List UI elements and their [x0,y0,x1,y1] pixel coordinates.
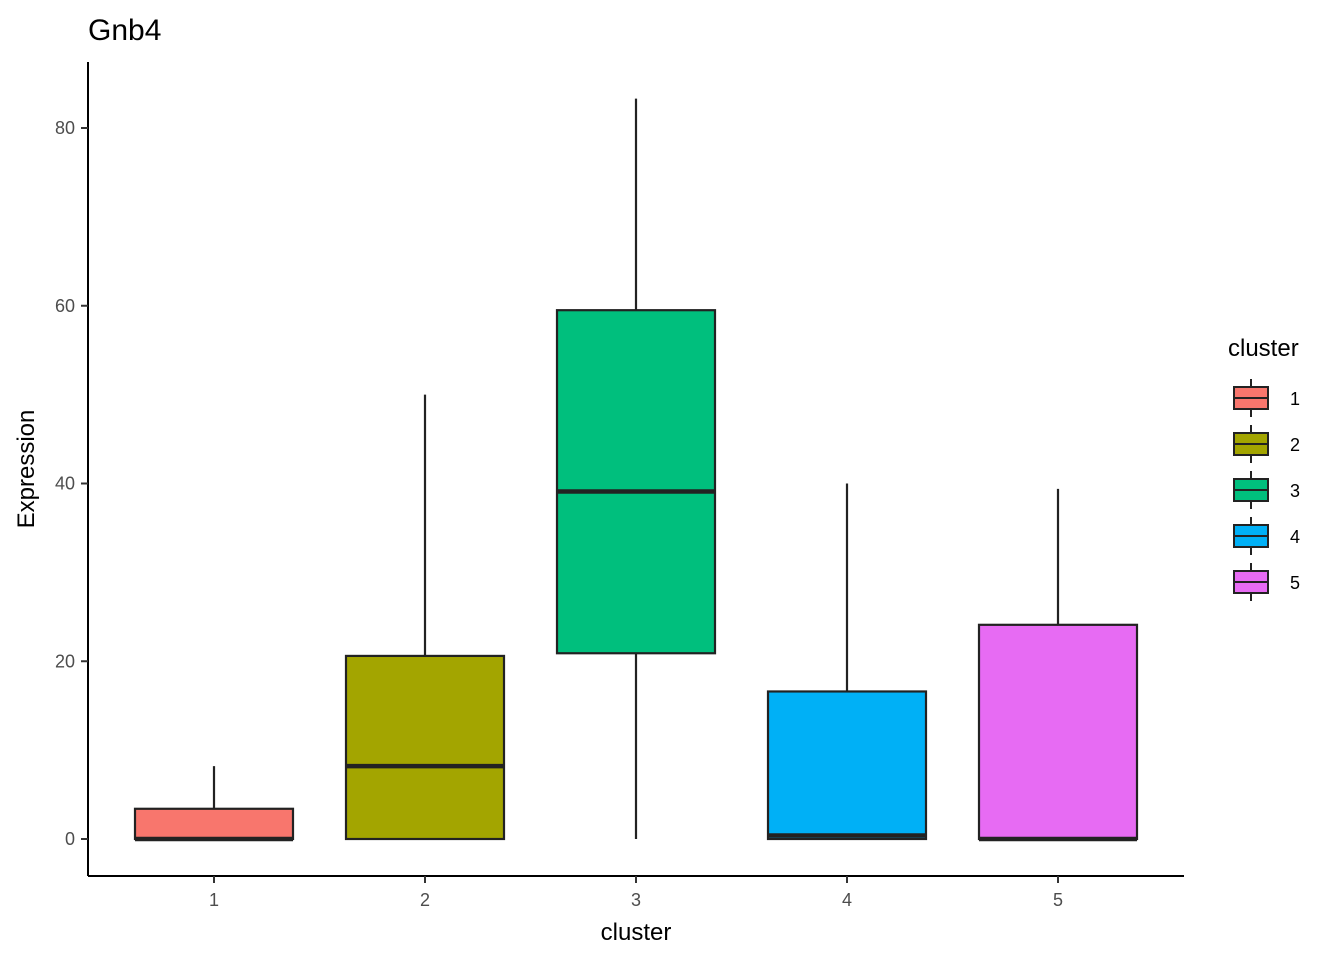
x-tick-label: 3 [631,890,641,910]
legend-label: 1 [1290,389,1300,409]
legend-item-5: 5 [1233,563,1300,601]
box-cluster-3 [555,98,717,839]
y-axis-ticks: 0 20 40 60 80 [55,118,88,849]
x-tick-label: 2 [420,890,430,910]
legend-item-4: 4 [1233,517,1300,555]
legend-item-3: 3 [1233,471,1300,509]
plot-area [133,98,1139,842]
box-iqr [766,690,928,841]
x-axis-title: cluster [601,919,672,946]
legend-label: 4 [1290,527,1300,547]
legend-item-2: 2 [1233,425,1300,463]
legend-title: cluster [1228,335,1299,362]
x-tick-label: 5 [1053,890,1063,910]
box-cluster-2 [344,394,506,841]
legend-label: 5 [1290,573,1300,593]
y-tick-label: 80 [55,118,75,138]
y-tick-label: 40 [55,474,75,494]
box-cluster-1 [133,766,295,842]
box-iqr [344,654,506,841]
legend-item-1: 1 [1233,379,1300,417]
y-tick-label: 20 [55,651,75,671]
x-axis-ticks: 1 2 3 4 5 [209,876,1063,910]
box-cluster-4 [766,483,928,841]
legend-label: 3 [1290,481,1300,501]
y-axis-title: Expression [13,410,40,529]
legend: cluster 1 2 3 4 5 [1228,335,1300,601]
y-tick-label: 0 [65,829,75,849]
y-tick-label: 60 [55,296,75,316]
legend-label: 2 [1290,435,1300,455]
box-iqr [133,807,295,841]
x-tick-label: 4 [842,890,852,910]
chart-title: Gnb4 [88,14,161,47]
box-iqr [555,309,717,655]
box-iqr [977,623,1139,841]
x-tick-label: 1 [209,890,219,910]
box-cluster-5 [977,488,1139,842]
